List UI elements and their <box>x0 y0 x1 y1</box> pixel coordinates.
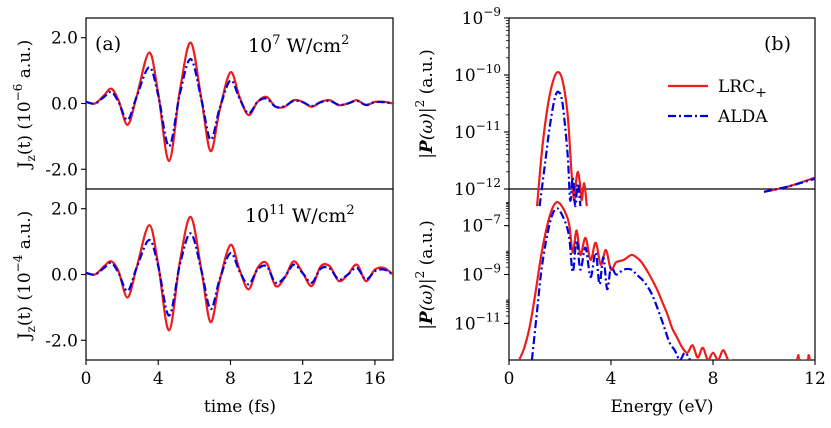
series-line-a-bottom-alda-1 <box>86 232 393 317</box>
ylabel-b-bottom: |P(ω)|2 (a.u.) <box>413 220 437 330</box>
series-group-a-bottom <box>86 215 393 332</box>
xtick-label-a-bottom-3: 12 <box>292 369 314 389</box>
series-group-b-top <box>535 70 815 208</box>
panel-letter-b: (b) <box>764 33 791 55</box>
ytick-label-b-top-2: 10−10 <box>454 62 501 86</box>
xtick-label-a-bottom-2: 8 <box>225 369 236 389</box>
xtick-label-a-bottom-1: 4 <box>153 369 164 389</box>
xtick-label-a-bottom-0: 0 <box>81 369 92 389</box>
series-line-a-bottom-lrc-0 <box>86 215 393 332</box>
series-line-b-top-lrc-0 <box>535 70 588 207</box>
series-line-b-bottom-lrc-0 <box>518 200 734 360</box>
series-group-b-bottom <box>518 200 811 360</box>
ytick-label-a-top-2: 2.0 <box>51 29 78 49</box>
panel-a-frame <box>85 17 394 361</box>
ytick-label-b-top-1: 10−11 <box>454 119 501 143</box>
series-line-b-top-lrc-1 <box>763 176 815 193</box>
legend-label-alda: ALDA <box>717 107 768 127</box>
xtick-label-a-bottom-4: 16 <box>364 369 386 389</box>
ylabel-a-top: Jz(t) (10−6 a.u.) <box>11 40 38 171</box>
ylabel-a-bottom: Jz(t) (10−4 a.u.) <box>11 211 38 342</box>
panel-b-frame <box>508 17 816 361</box>
xtick-label-b-bottom-3: 12 <box>804 369 826 389</box>
legend-label-lrc: LRC+ <box>718 77 767 101</box>
intensity-label-bottom: 1011 W/cm2 <box>245 203 355 227</box>
ytick-label-b-bottom-0: 10−11 <box>454 310 501 334</box>
panel-letter-a: (a) <box>95 33 121 55</box>
tick-marks: -2.0 0.0 2.0 -2.0 0.0 2.0 0 4 8 12 16 10−12 10−11 10−… <box>45 5 826 389</box>
xlabel-energy: Energy (eV) <box>610 397 713 417</box>
ytick-label-a-bottom-2: 2.0 <box>51 200 78 220</box>
series-line-b-bottom-alda-2 <box>530 207 691 360</box>
series-line-a-top-lrc-0 <box>86 41 393 163</box>
series-line-b-bottom-lrc-1 <box>796 354 811 360</box>
series-line-b-top-alda-2 <box>538 90 582 208</box>
legend: LRC+ ALDA <box>668 77 768 127</box>
ytick-label-b-bottom-2: 10−7 <box>462 213 501 237</box>
xtick-label-b-bottom-0: 0 <box>504 369 515 389</box>
ytick-label-a-bottom-1: 0.0 <box>51 266 78 286</box>
series-line-b-top-alda-3 <box>763 177 815 193</box>
ytick-label-b-bottom-1: 10−9 <box>462 262 501 286</box>
ytick-label-b-top-3: 10−9 <box>462 5 501 29</box>
ytick-label-a-top-0: -2.0 <box>45 160 78 180</box>
intensity-label-top: 107 W/cm2 <box>248 33 349 57</box>
ytick-label-a-bottom-0: -2.0 <box>45 331 78 351</box>
ytick-label-a-top-1: 0.0 <box>51 95 78 115</box>
xtick-label-b-bottom-2: 8 <box>708 369 719 389</box>
series-group-a-top <box>86 41 393 163</box>
ytick-label-b-top-0: 10−12 <box>454 176 501 200</box>
xtick-label-b-bottom-1: 4 <box>606 369 617 389</box>
series-line-a-top-alda-1 <box>86 58 393 148</box>
xlabel-time: time (fs) <box>204 397 276 417</box>
series-lines <box>86 41 815 360</box>
ylabel-b-top: |P(ω)|2 (a.u.) <box>413 49 437 159</box>
